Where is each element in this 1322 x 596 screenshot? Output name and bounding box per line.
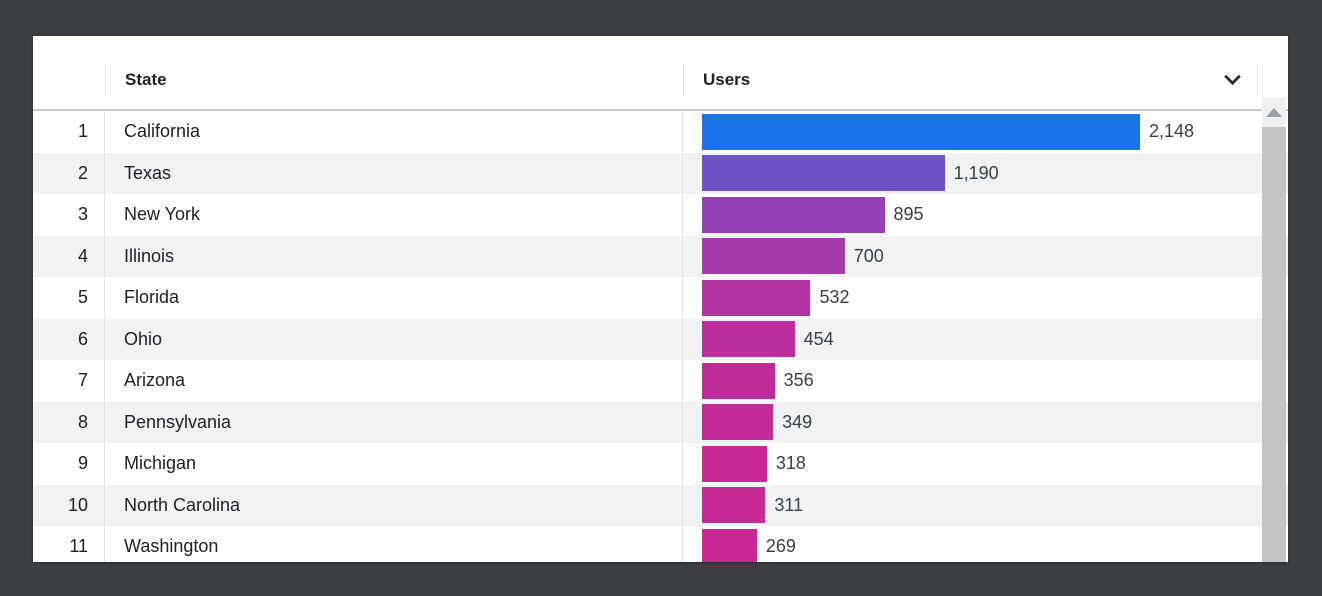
table-body: 1 California 2,148 2 Texas 1,190 3 New Y… (33, 111, 1288, 562)
table-row: 8 Pennsylvania 349 (33, 401, 1288, 443)
row-users-cell: 349 (683, 404, 1288, 441)
row-state: Pennsylvania (105, 401, 683, 443)
row-users-cell: 311 (683, 487, 1288, 524)
table-row: 2 Texas 1,190 (33, 152, 1288, 194)
scrollbar-thumb[interactable] (1262, 127, 1286, 562)
users-bar (702, 321, 795, 358)
users-value: 895 (893, 204, 924, 225)
row-rank: 5 (33, 277, 105, 319)
users-bar (702, 196, 885, 233)
row-state: Illinois (105, 235, 683, 277)
row-rank: 7 (33, 360, 105, 402)
users-bar (702, 113, 1140, 150)
row-users-cell: 356 (683, 362, 1288, 399)
row-users-cell: 318 (683, 445, 1288, 482)
row-users-cell: 269 (683, 528, 1288, 562)
row-rank: 2 (33, 152, 105, 194)
row-state: Washington (105, 526, 683, 562)
column-menu-button[interactable] (1219, 67, 1245, 93)
users-bar (702, 362, 775, 399)
users-value: 311 (774, 494, 804, 515)
users-value: 356 (783, 370, 814, 391)
header-divider (683, 63, 684, 96)
row-rank: 9 (33, 443, 105, 485)
vertical-scrollbar[interactable] (1262, 97, 1286, 562)
users-value: 454 (803, 328, 834, 349)
users-bar (702, 155, 945, 192)
users-bar (702, 487, 766, 524)
users-value: 269 (765, 536, 796, 557)
header-divider (105, 63, 106, 96)
row-rank: 6 (33, 318, 105, 360)
table-row: 1 California 2,148 (33, 111, 1288, 153)
row-rank: 3 (33, 194, 105, 236)
row-users-cell: 1,190 (683, 155, 1288, 192)
triangle-up-icon (1266, 107, 1282, 117)
users-bar (702, 404, 774, 441)
table-row: 10 North Carolina 311 (33, 484, 1288, 526)
row-state: New York (105, 194, 683, 236)
table-header: State Users (33, 36, 1288, 111)
column-header-users: Users (703, 69, 751, 89)
row-state: Texas (105, 152, 683, 194)
table-row: 6 Ohio 454 (33, 318, 1288, 360)
header-divider (1257, 63, 1258, 96)
users-bar (702, 528, 757, 562)
row-users-cell: 532 (683, 279, 1288, 316)
chevron-down-icon (1223, 74, 1242, 86)
table-row: 7 Arizona 356 (33, 360, 1288, 402)
row-rank: 8 (33, 401, 105, 443)
row-rank: 4 (33, 235, 105, 277)
row-state: California (105, 111, 683, 153)
table-row: 4 Illinois 700 (33, 235, 1288, 277)
users-value: 318 (775, 453, 806, 474)
row-rank: 10 (33, 484, 105, 526)
users-value: 2,148 (1149, 121, 1195, 142)
row-state: Arizona (105, 360, 683, 402)
users-value: 700 (853, 245, 884, 266)
row-rank: 11 (33, 526, 105, 562)
users-bar (702, 238, 845, 275)
row-users-cell: 700 (683, 238, 1288, 275)
row-state: Ohio (105, 318, 683, 360)
row-users-cell: 454 (683, 321, 1288, 358)
users-value: 349 (782, 411, 813, 432)
row-users-cell: 2,148 (683, 113, 1288, 150)
table-row: 9 Michigan 318 (33, 443, 1288, 485)
row-state: North Carolina (105, 484, 683, 526)
column-header-state: State (125, 69, 167, 89)
users-by-state-table-card: State Users 1 California 2,148 2 Texas 1… (33, 36, 1288, 562)
users-bar (702, 279, 811, 316)
users-bar (702, 445, 767, 482)
row-state: Florida (105, 277, 683, 319)
table-row: 5 Florida 532 (33, 277, 1288, 319)
table-row: 3 New York 895 (33, 194, 1288, 236)
row-state: Michigan (105, 443, 683, 485)
users-value: 532 (819, 287, 850, 308)
users-value: 1,190 (953, 162, 999, 183)
scroll-up-button[interactable] (1262, 97, 1286, 127)
table-row: 11 Washington 269 (33, 526, 1288, 562)
row-rank: 1 (33, 111, 105, 153)
row-users-cell: 895 (683, 196, 1288, 233)
